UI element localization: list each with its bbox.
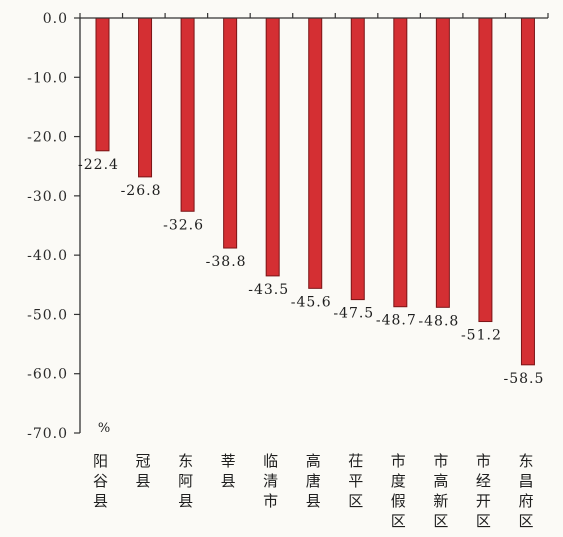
data-label: -45.6 [291, 294, 332, 310]
category-label: 市度假区 [391, 452, 406, 530]
data-label: -48.8 [418, 313, 459, 329]
y-tick-label: 0.0 [43, 11, 68, 27]
bar [138, 17, 153, 178]
y-tick-label: -10.0 [27, 70, 68, 86]
bar [350, 17, 365, 301]
category-label: 东昌府区 [518, 452, 533, 530]
bar [180, 17, 195, 212]
category-label: 冠县 [136, 452, 151, 490]
data-label: -32.6 [163, 217, 204, 233]
bar [95, 17, 110, 152]
category-label: 市经开区 [476, 452, 491, 530]
bar [265, 17, 280, 277]
category-label: 高唐县 [306, 452, 321, 510]
data-label: -22.4 [78, 157, 119, 173]
bar [308, 17, 323, 289]
y-ticks-group: 0.0 -10.0 -20.0 -30.0 -40.0 -50.0 -60.0 -70.0 [27, 11, 549, 442]
y-tick-label: -40.0 [27, 248, 68, 264]
data-label: -58.5 [504, 371, 545, 387]
y-tick-label: -30.0 [27, 189, 68, 205]
y-tick-label: -20.0 [27, 130, 68, 146]
category-label: 莘县 [221, 452, 236, 490]
category-labels-group: 阳谷县 冠县 东阿县 莘县 临清市 高唐县 茌平区 市度假区 市高新区 市经开区 东昌府区 [93, 452, 533, 530]
bar [435, 17, 450, 308]
data-label: -51.2 [461, 328, 502, 344]
category-label: 茌平区 [348, 452, 363, 510]
bar [520, 17, 535, 366]
y-tick-label: -50.0 [27, 307, 68, 323]
bars-group [95, 17, 535, 366]
data-label: -48.7 [376, 313, 417, 329]
category-label: 东阿县 [178, 452, 193, 510]
category-label: 阳谷县 [93, 452, 108, 510]
category-label: 市高新区 [433, 452, 448, 530]
y-tick-label: -60.0 [27, 367, 68, 383]
y-tick-label: -70.0 [27, 426, 68, 442]
unit-label: % [98, 421, 110, 436]
data-label: -26.8 [121, 183, 162, 199]
bar [478, 17, 493, 323]
data-label: -47.5 [333, 306, 374, 322]
category-label: 临清市 [263, 452, 278, 510]
data-label: -43.5 [248, 282, 289, 298]
bar [223, 17, 238, 249]
bar [393, 17, 408, 308]
data-labels-group: -22.4-26.8 -32.6 -38.8-43.5-45.6-47.5 -48.7… [78, 157, 545, 387]
data-label: -38.8 [206, 254, 247, 270]
